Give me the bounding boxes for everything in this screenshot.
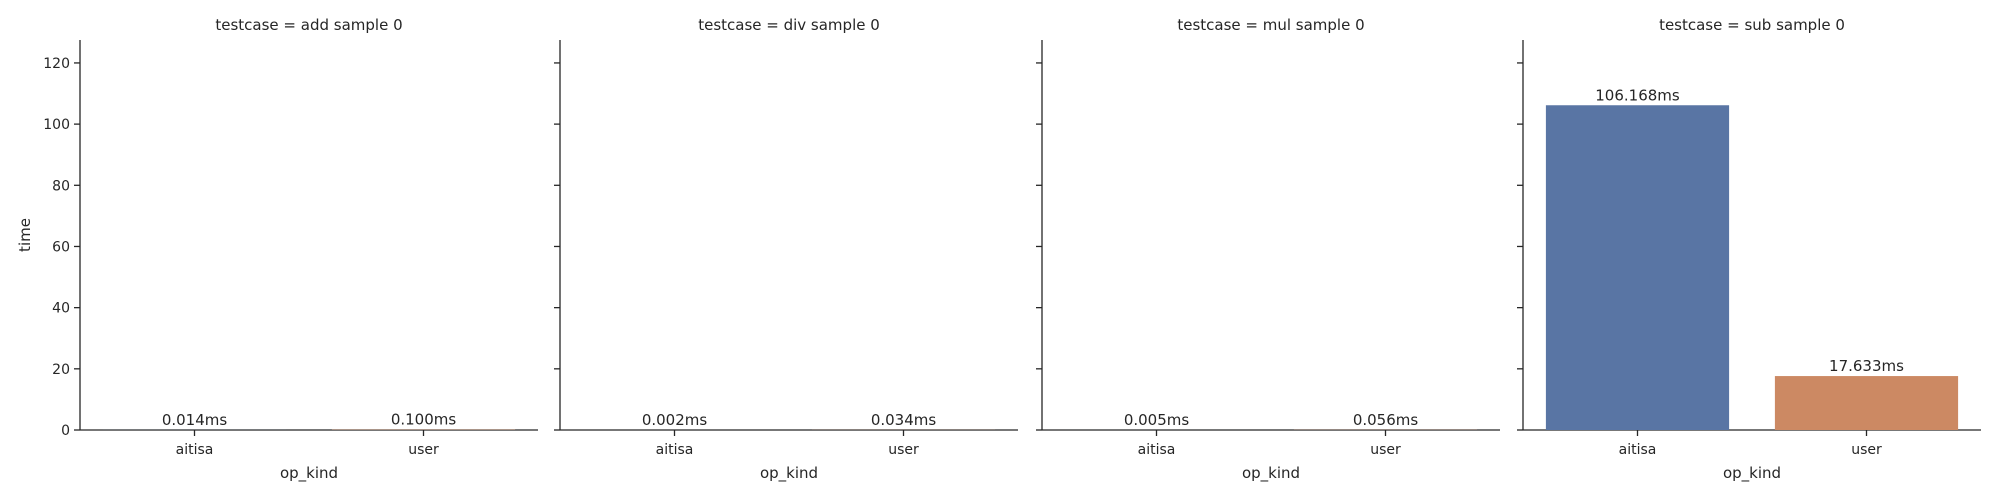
x-axis-label: op_kind <box>760 464 818 483</box>
bar-value-label: 0.005ms <box>1124 411 1190 429</box>
x-tick-label: user <box>1370 442 1401 458</box>
bar-user <box>1775 376 1958 430</box>
y-tick-label: 120 <box>43 56 70 72</box>
y-tick-label: 0 <box>61 423 70 439</box>
bar-value-label: 0.034ms <box>871 411 937 429</box>
bar-value-label: 0.100ms <box>391 411 457 429</box>
x-tick-label: user <box>408 442 439 458</box>
x-tick-label: aitisa <box>1138 442 1176 458</box>
panel-title: testcase = sub sample 0 <box>1659 16 1845 34</box>
bar-aitisa <box>1546 105 1729 430</box>
y-tick-label: 20 <box>52 362 70 378</box>
x-axis-label: op_kind <box>1242 464 1300 483</box>
x-tick-label: aitisa <box>1619 442 1657 458</box>
bar-value-label: 0.002ms <box>642 411 708 429</box>
panel-title: testcase = mul sample 0 <box>1177 16 1364 34</box>
x-tick-label: aitisa <box>176 442 214 458</box>
panel-title: testcase = add sample 0 <box>215 16 402 34</box>
bar-value-label: 106.168ms <box>1595 86 1680 104</box>
y-tick-label: 40 <box>52 301 70 317</box>
y-tick-label: 80 <box>52 178 70 194</box>
bar-value-label: 0.014ms <box>162 411 228 429</box>
x-tick-label: user <box>1851 442 1882 458</box>
y-axis-label: time <box>16 218 34 252</box>
x-tick-label: user <box>888 442 919 458</box>
x-tick-label: aitisa <box>656 442 694 458</box>
bar-value-label: 17.633ms <box>1829 357 1904 375</box>
x-axis-label: op_kind <box>280 464 338 483</box>
y-tick-label: 100 <box>43 117 70 133</box>
bar-value-label: 0.056ms <box>1353 411 1419 429</box>
y-tick-label: 60 <box>52 239 70 255</box>
x-axis-label: op_kind <box>1723 464 1781 483</box>
panel-title: testcase = div sample 0 <box>698 16 880 34</box>
